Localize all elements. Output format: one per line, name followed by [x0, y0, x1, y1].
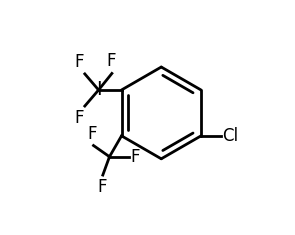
Text: F: F [74, 109, 84, 127]
Text: F: F [97, 178, 106, 196]
Text: F: F [88, 125, 97, 143]
Text: Cl: Cl [222, 127, 238, 145]
Text: I: I [96, 80, 101, 99]
Text: F: F [131, 148, 140, 166]
Text: F: F [106, 52, 115, 70]
Text: F: F [74, 53, 84, 71]
